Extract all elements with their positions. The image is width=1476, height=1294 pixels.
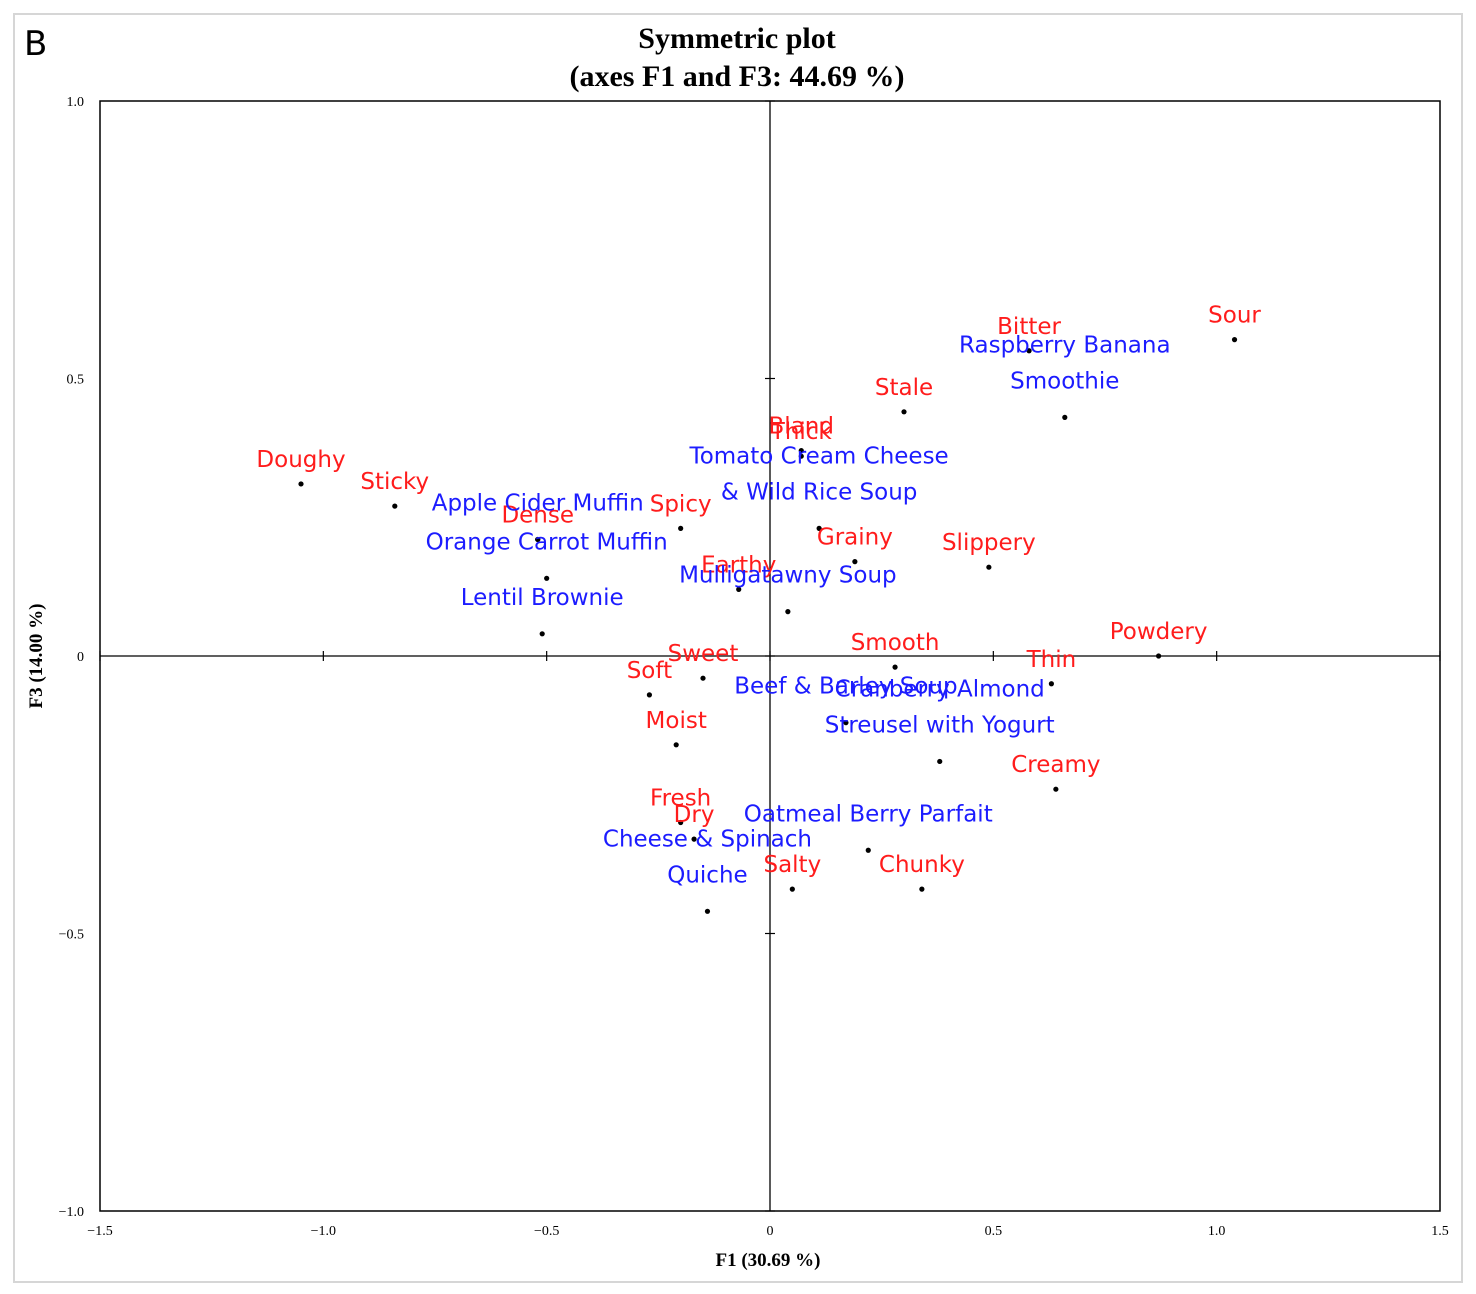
y-tick-label: −1.0 <box>59 1205 84 1220</box>
point-stale <box>901 409 907 415</box>
point-doughy <box>298 481 304 487</box>
panel-letter: B <box>24 24 48 64</box>
point-slippery <box>986 564 992 570</box>
label-oatmeal-berry-parfait: Oatmeal Berry Parfait <box>744 801 993 827</box>
point-cranberry-almond-streusel-with-yogurt <box>937 758 943 765</box>
point-sweet <box>700 675 706 681</box>
label-sour: Sour <box>1208 303 1261 329</box>
label-grainy: Grainy <box>817 525 893 551</box>
label-orange-carrot-muffin: Orange Carrot Muffin <box>426 529 668 555</box>
label-earthy: Earthy <box>701 552 776 578</box>
label-fresh: Fresh <box>650 786 711 812</box>
x-tick-label: 0.5 <box>985 1224 1003 1239</box>
label-tomato-cream-cheese-wild-rice-soup-line-1: Tomato Cream Cheese <box>689 443 949 469</box>
y-tick-label: 0.5 <box>67 373 85 388</box>
point-tomato-cream-cheese-wild-rice-soup <box>816 525 822 531</box>
point-grainy <box>852 559 858 565</box>
point-oatmeal-berry-parfait <box>865 847 871 853</box>
point-smooth <box>892 664 898 670</box>
x-tick-label: −0.5 <box>534 1224 559 1239</box>
chart-title-line-2: (axes F1 and F3: 44.69 %) <box>570 60 905 93</box>
label-thick: Thick <box>770 419 833 445</box>
label-lentil-brownie: Lentil Brownie <box>461 585 624 611</box>
point-spicy <box>678 525 684 531</box>
label-powdery: Powdery <box>1110 619 1208 645</box>
point-lentil-brownie <box>539 631 545 637</box>
label-slippery: Slippery <box>942 530 1036 556</box>
x-tick-label: −1.0 <box>311 1224 336 1239</box>
label-mulligatawny-soup: Mulligatawny Soup <box>679 563 897 589</box>
point-powdery <box>1156 653 1162 659</box>
point-cheese-spinach-quiche <box>704 908 711 914</box>
label-thin: Thin <box>1026 647 1077 673</box>
label-raspberry-banana-smoothie-line-2: Smoothie <box>1010 368 1119 394</box>
point-raspberry-banana-smoothie <box>1062 414 1068 420</box>
x-axis-label: F1 (30.69 %) <box>715 1250 820 1271</box>
x-tick-label: −1.5 <box>87 1224 112 1239</box>
label-soft: Soft <box>627 658 672 684</box>
label-beef-barley-soup: Beef & Barley Soup <box>734 674 957 700</box>
x-tick-label: 1.0 <box>1208 1224 1226 1239</box>
label-sweet: Sweet <box>668 641 739 667</box>
point-apple-cider-muffin <box>535 536 541 543</box>
point-creamy <box>1053 786 1059 792</box>
label-tomato-cream-cheese-wild-rice-soup-line-2: & Wild Rice Soup <box>721 479 918 505</box>
figure-frame <box>13 13 1463 1283</box>
point-chunky <box>919 886 925 892</box>
y-tick-label: 1.0 <box>67 95 85 110</box>
y-axis-label: F3 (14.00 %) <box>26 603 47 708</box>
label-cranberry-almond-streusel-with-yogurt-line-2: Streusel with Yogurt <box>825 712 1055 738</box>
label-apple-cider-muffin: Apple Cider Muffin <box>432 490 644 516</box>
point-earthy <box>736 586 742 593</box>
label-spicy: Spicy <box>650 491 712 517</box>
label-chunky: Chunky <box>879 852 965 878</box>
label-bitter: Bitter <box>997 314 1061 340</box>
label-cheese-spinach-quiche-line-1: Cheese & Spinach <box>603 826 812 852</box>
point-fresh <box>678 819 684 826</box>
label-cheese-spinach-quiche-line-2: Quiche <box>667 862 747 888</box>
label-creamy: Creamy <box>1011 752 1100 778</box>
label-stale: Stale <box>875 375 933 401</box>
x-tick-label: 0 <box>767 1224 774 1239</box>
point-thick <box>798 453 804 459</box>
point-bland <box>798 448 804 454</box>
point-moist <box>673 742 679 748</box>
point-thin <box>1048 681 1054 687</box>
point-soft <box>646 692 653 698</box>
point-dry <box>691 836 697 842</box>
label-doughy: Doughy <box>256 447 345 473</box>
x-tick-label: 1.5 <box>1431 1224 1449 1239</box>
point-mulligatawny-soup <box>785 609 791 615</box>
point-salty <box>789 886 795 892</box>
point-beef-barley-soup <box>843 720 849 726</box>
point-sour <box>1231 337 1238 343</box>
chart-title-line-1: Symmetric plot <box>638 22 835 55</box>
y-tick-label: −0.5 <box>59 928 84 943</box>
label-dense: Dense <box>501 502 574 528</box>
label-raspberry-banana-smoothie-line-1: Raspberry Banana <box>959 332 1171 358</box>
label-cranberry-almond-streusel-with-yogurt-line-1: Cranberry Almond <box>835 676 1045 702</box>
point-orange-carrot-muffin <box>544 575 550 581</box>
point-sticky <box>392 503 398 509</box>
label-dry: Dry <box>674 802 715 828</box>
label-salty: Salty <box>763 852 821 878</box>
label-moist: Moist <box>646 708 707 734</box>
label-bland: Bland <box>769 414 834 440</box>
label-sticky: Sticky <box>360 469 429 495</box>
point-bitter <box>1026 348 1032 354</box>
label-smooth: Smooth <box>851 630 940 656</box>
y-tick-label: 0 <box>77 650 84 665</box>
